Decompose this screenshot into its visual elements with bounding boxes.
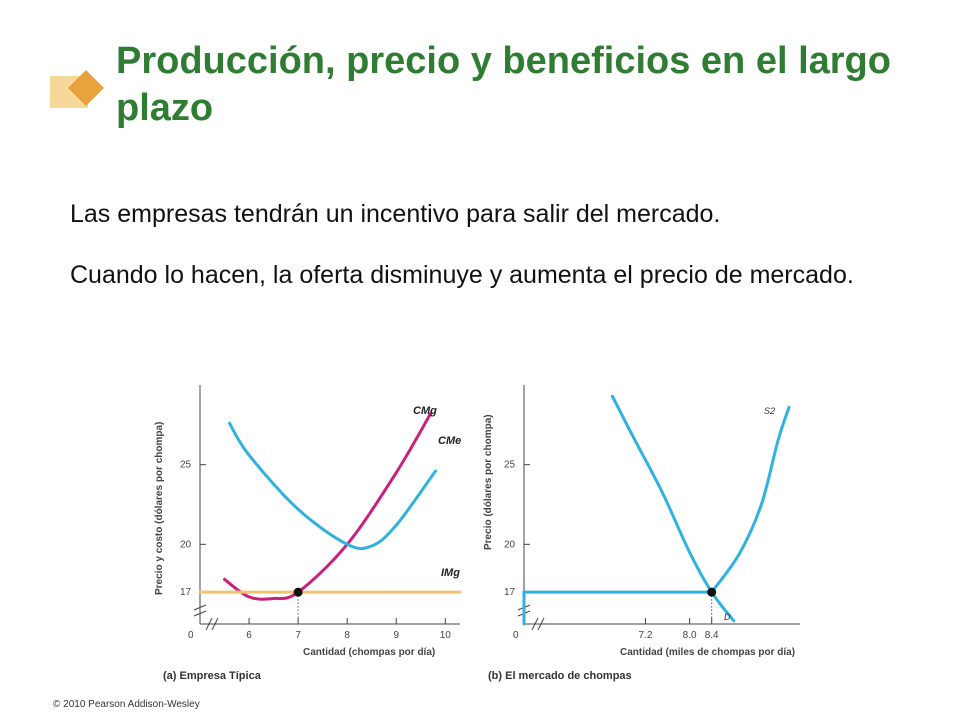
chart-b-series-s2 — [710, 405, 791, 594]
chart-a-x-tick-label: 6 — [246, 630, 252, 641]
chart-a-series-cmg — [223, 412, 433, 601]
chart-a-x-tick-label: 9 — [393, 630, 399, 641]
chart-a-y-label: Precio y costo (dólares por chompa) — [154, 422, 165, 595]
chart-a-series-label-cmg: CMg — [413, 405, 437, 417]
chart-a-origin-label: 0 — [188, 630, 194, 641]
chart-a-series-cme — [227, 421, 437, 551]
chart-b-origin-label: 0 — [513, 630, 519, 641]
chart-b-x-tick-label: 8.0 — [683, 630, 697, 641]
chart-b-series-label-d: D — [724, 612, 731, 622]
chart-a-series-label-img: IMg — [441, 567, 460, 579]
chart-a-x-tick-label: 7 — [295, 630, 301, 641]
chart-a-series — [198, 412, 462, 624]
chart-b-series-price-line — [522, 590, 714, 626]
chart-b-series — [522, 394, 791, 626]
chart-a-x-tick-label: 8 — [344, 630, 350, 641]
chart-b-y-label: Precio (dólares por chompa) — [483, 414, 494, 550]
chart-a-equilibrium-point — [293, 587, 303, 597]
slide-title: Producción, precio y beneficios en el la… — [116, 40, 891, 129]
bullet-text-1: Las empresas tendrán un incentivo para s… — [70, 200, 721, 228]
copyright-notice: © 2010 Pearson Addison-Wesley — [53, 699, 200, 710]
chart-a-y-tick-label: 25 — [180, 460, 192, 471]
chart-b-ticks — [524, 464, 713, 624]
chart-b-x-tick-label: 8.4 — [705, 630, 719, 641]
chart-a-y-tick-label: 20 — [180, 539, 192, 550]
chart-a-firm: 17 20 25 6 7 8 9 10 0 CMg CMe IMg Cantidad (cho… — [154, 385, 462, 682]
chart-a-axis-break-x — [205, 617, 219, 631]
chart-a-axis-break-y — [193, 604, 207, 617]
chart-b-series-label-s2: S2 — [764, 406, 775, 416]
chart-b-equilibrium-point — [707, 587, 717, 597]
chart-b-x-tick-label: 7.2 — [638, 630, 652, 641]
chart-b-tick-labels: 17 20 25 7.2 8.0 8.4 — [504, 460, 719, 641]
chart-b-axis-break-x — [531, 617, 545, 631]
title-decoration — [50, 70, 104, 108]
chart-b-y-tick-label: 20 — [504, 539, 516, 550]
chart-b-x-label: Cantidad (miles de chompas por día) — [620, 647, 795, 658]
chart-a-caption: (a) Empresa Típica — [163, 670, 262, 682]
bullet-text-2: Cuando lo hacen, la oferta disminuye y a… — [70, 261, 854, 289]
chart-b-y-tick-label: 25 — [504, 460, 516, 471]
decoration-diamond — [68, 70, 104, 106]
chart-a-tick-labels: 17 20 25 6 7 8 9 10 — [180, 460, 451, 641]
chart-a-x-tick-label: 10 — [440, 630, 452, 641]
chart-b-caption: (b) El mercado de chompas — [488, 670, 632, 682]
chart-a-y-tick-label: 17 — [180, 587, 192, 598]
chart-b-market: 17 20 25 7.2 8.0 8.4 0 S2 D Cantidad (miles d… — [483, 385, 800, 682]
chart-b-y-tick-label: 17 — [504, 587, 516, 598]
chart-a-x-label: Cantidad (chompas por día) — [303, 647, 435, 658]
chart-a-series-label-cme: CMe — [438, 435, 461, 447]
chart-a-ticks — [200, 464, 446, 624]
